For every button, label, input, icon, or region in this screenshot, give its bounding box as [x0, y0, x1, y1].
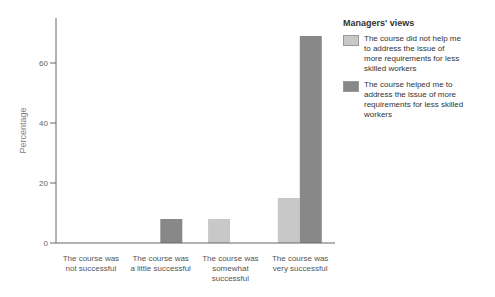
svg-text:The course wassomewhatsuccessf: The course wassomewhatsuccessful: [202, 254, 258, 283]
svg-text:20: 20: [39, 179, 48, 188]
svg-text:60: 60: [39, 59, 48, 68]
svg-text:Percentage: Percentage: [18, 107, 28, 153]
html-text:The course helped me to addres: The course helped me to address the issu…: [364, 80, 464, 119]
svg-text:The course wasvery successful: The course wasvery successful: [272, 254, 328, 273]
svg-text:40: 40: [39, 119, 48, 128]
svg-text:0: 0: [44, 239, 49, 248]
html-text:Managers' views: Managers' views: [343, 18, 415, 28]
html-text:The course did not help me to: The course did not help me to address th…: [364, 34, 461, 73]
svg-text:The course wasnot successful: The course wasnot successful: [63, 254, 119, 273]
svg-text:The course wasa little success: The course wasa little successful: [130, 254, 191, 273]
